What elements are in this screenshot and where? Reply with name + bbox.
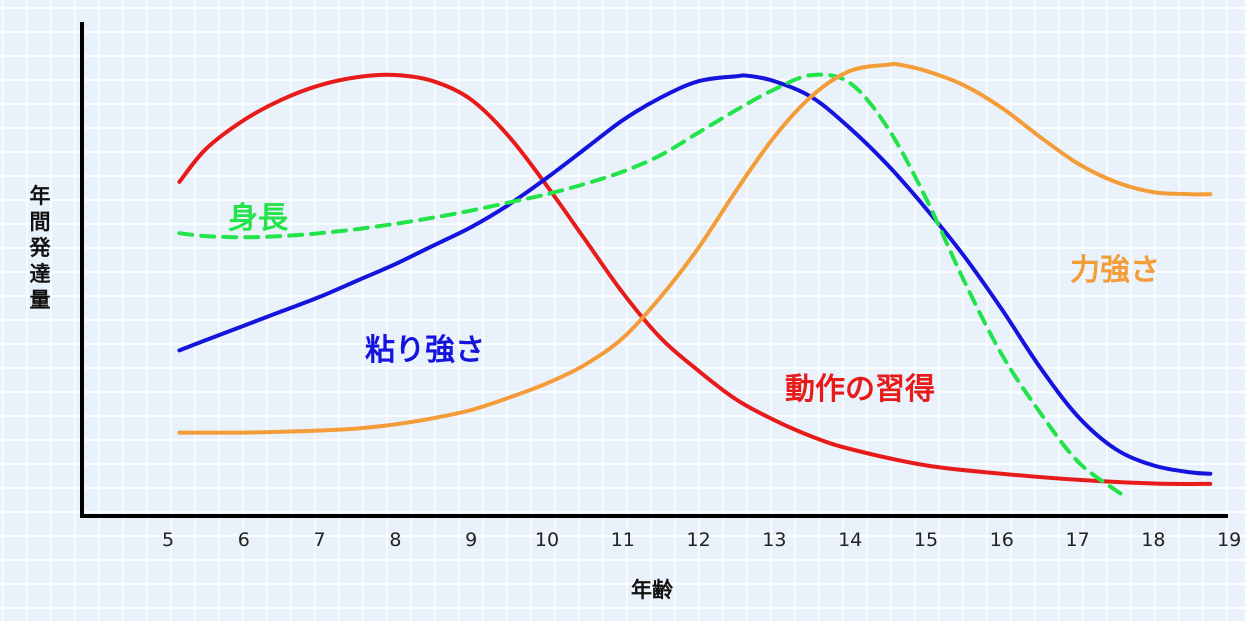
x-tick-label: 5 <box>162 529 174 551</box>
x-tick-label: 14 <box>838 529 862 551</box>
x-tick-label: 11 <box>611 529 635 551</box>
series-label-endurance: 粘り強さ <box>365 333 485 368</box>
x-tick-label: 8 <box>389 529 401 551</box>
x-tick-label: 7 <box>314 529 326 551</box>
series-label-motor-skill: 動作の習得 <box>785 372 935 407</box>
x-tick-label: 17 <box>1066 529 1090 551</box>
x-tick-label: 6 <box>238 529 250 551</box>
x-tick-labels: 5 6 7 8 9 10 11 12 13 14 15 16 17 18 19 <box>162 529 1241 551</box>
x-tick-label: 9 <box>465 529 477 551</box>
x-tick-label: 10 <box>535 529 559 551</box>
x-tick-label: 13 <box>762 529 786 551</box>
series-line-motor-skill <box>177 72 1213 486</box>
x-tick-label: 15 <box>914 529 938 551</box>
series-line-endurance <box>177 73 1213 476</box>
x-tick-label: 16 <box>990 529 1014 551</box>
series-line-height <box>177 72 1126 497</box>
y-axis-title: 年間発達量 <box>29 184 52 312</box>
series-label-height: 身長 <box>228 201 289 236</box>
x-tick-label: 12 <box>687 529 711 551</box>
x-tick-label: 18 <box>1141 529 1165 551</box>
x-tick-label: 19 <box>1217 529 1241 551</box>
series-lines <box>177 61 1213 497</box>
x-axis-title: 年齢 <box>631 578 674 602</box>
series-line-strength <box>177 61 1213 435</box>
series-label-strength: 力強さ <box>1070 253 1160 288</box>
